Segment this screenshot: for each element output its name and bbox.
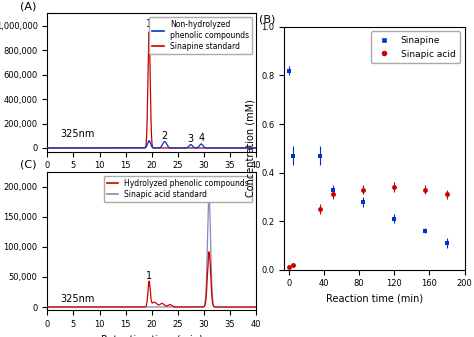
Legend: Sinapine, Sinapic acid: Sinapine, Sinapic acid: [371, 31, 460, 63]
Text: 1: 1: [146, 271, 152, 281]
X-axis label: Retention time (min): Retention time (min): [101, 176, 202, 186]
Text: 2: 2: [162, 131, 168, 141]
X-axis label: Retention time (min): Retention time (min): [101, 334, 202, 337]
Text: 325nm: 325nm: [61, 294, 95, 304]
Y-axis label: Concentration (mM): Concentration (mM): [246, 99, 256, 197]
Text: (C): (C): [20, 160, 37, 170]
Text: (B): (B): [259, 15, 275, 25]
Text: (A): (A): [20, 1, 36, 11]
Text: 4: 4: [198, 133, 204, 143]
X-axis label: Reaction time (min): Reaction time (min): [326, 294, 423, 304]
Text: 325nm: 325nm: [61, 129, 95, 139]
Legend: Non-hydrolyzed
phenolic compounds, Sinapine standard: Non-hydrolyzed phenolic compounds, Sinap…: [149, 17, 252, 54]
Text: 3: 3: [188, 134, 194, 144]
Text: 1: 1: [146, 19, 152, 29]
Text: 4: 4: [206, 184, 212, 193]
Legend: Hydrolyzed phenolic compounds, Sinapic acid standard: Hydrolyzed phenolic compounds, Sinapic a…: [104, 176, 252, 202]
